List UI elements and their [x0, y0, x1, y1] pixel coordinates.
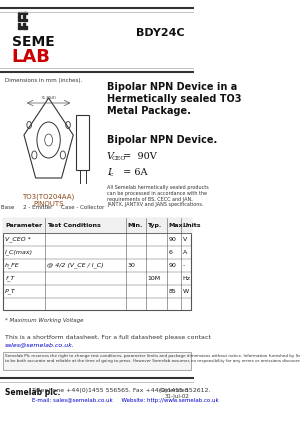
Text: Units: Units	[183, 223, 201, 228]
Text: Generated
31-Jul-02: Generated 31-Jul-02	[160, 388, 189, 399]
Text: 30: 30	[128, 263, 136, 268]
Text: h_FE: h_FE	[5, 263, 20, 268]
Bar	[20, 26, 22, 29]
Bar	[23, 15, 25, 18]
Text: W: W	[183, 289, 189, 294]
Text: Max.: Max.	[169, 223, 185, 228]
Bar	[18, 11, 20, 14]
Bar	[23, 19, 25, 21]
Text: 10M: 10M	[147, 276, 160, 281]
Text: Telephone +44(0)1455 556565. Fax +44(0)1455 552612.: Telephone +44(0)1455 556565. Fax +44(0)1…	[32, 388, 211, 393]
Bar	[18, 23, 20, 25]
Bar	[18, 19, 20, 21]
Text: E-mail: sales@semelab.co.uk     Website: http://www.semelab.co.uk: E-mail: sales@semelab.co.uk Website: htt…	[32, 398, 219, 403]
Text: -: -	[183, 263, 185, 268]
Bar	[3, 218, 191, 310]
Text: * Maximum Working Voltage: * Maximum Working Voltage	[5, 318, 84, 323]
Text: 1 - Base     2 - Emitter     Case - Collector: 1 - Base 2 - Emitter Case - Collector	[0, 205, 105, 210]
Text: BDY24C: BDY24C	[136, 28, 185, 38]
Bar	[18, 15, 20, 18]
Text: TO3(TO204AA)
PINOUTS: TO3(TO204AA) PINOUTS	[22, 193, 75, 207]
Text: Parameter: Parameter	[5, 223, 42, 228]
Bar	[3, 352, 191, 370]
Text: V_CEO *: V_CEO *	[5, 237, 31, 242]
Text: Bipolar NPN Device in a: Bipolar NPN Device in a	[107, 82, 237, 92]
Bar	[25, 11, 27, 14]
Text: SEME: SEME	[12, 35, 54, 49]
Text: 90: 90	[169, 263, 176, 268]
Text: (1.850): (1.850)	[41, 96, 56, 100]
Text: LAB: LAB	[12, 48, 50, 66]
Text: Test Conditions: Test Conditions	[47, 223, 100, 228]
Text: Semelab Plc reserves the right to change test conditions, parameter limits and p: Semelab Plc reserves the right to change…	[5, 354, 300, 363]
Text: Metal Package.: Metal Package.	[107, 106, 191, 116]
Text: f_T: f_T	[5, 276, 14, 281]
Text: 90: 90	[169, 237, 176, 242]
Text: Semelab plc.: Semelab plc.	[5, 388, 61, 397]
Bar	[76, 115, 89, 170]
Text: 6: 6	[169, 250, 172, 255]
Text: V: V	[183, 237, 187, 242]
Text: A: A	[183, 250, 187, 255]
Text: 85: 85	[169, 289, 176, 294]
Bar	[20, 11, 22, 14]
Text: V: V	[107, 152, 114, 161]
Text: = 6A: = 6A	[120, 168, 147, 177]
Text: I: I	[107, 168, 111, 177]
Text: CEO: CEO	[112, 156, 126, 161]
Bar	[18, 26, 20, 29]
Text: sales@semelab.co.uk.: sales@semelab.co.uk.	[5, 342, 75, 347]
Text: Hz: Hz	[183, 276, 191, 281]
Text: Min.: Min.	[128, 223, 143, 228]
Bar	[23, 11, 25, 14]
Text: Typ.: Typ.	[147, 223, 161, 228]
Text: Dimensions in mm (inches).: Dimensions in mm (inches).	[5, 78, 82, 83]
Text: Bipolar NPN Device.: Bipolar NPN Device.	[107, 135, 217, 145]
Text: P_T: P_T	[5, 289, 16, 295]
Text: c: c	[110, 172, 114, 177]
Text: All Semelab hermetically sealed products
can be processed in accordance with the: All Semelab hermetically sealed products…	[107, 185, 209, 207]
Bar	[25, 26, 27, 29]
Text: =  90V: = 90V	[120, 152, 157, 161]
Text: This is a shortform datasheet. For a full datasheet please contact: This is a shortform datasheet. For a ful…	[5, 335, 213, 340]
Text: I_C(max): I_C(max)	[5, 249, 33, 255]
Bar	[23, 26, 25, 29]
Text: @ 4/2 (V_CE / I_C): @ 4/2 (V_CE / I_C)	[47, 263, 103, 268]
Bar	[25, 19, 27, 21]
Bar	[20, 19, 22, 21]
Bar	[23, 23, 25, 25]
Text: Hermetically sealed TO3: Hermetically sealed TO3	[107, 94, 242, 104]
